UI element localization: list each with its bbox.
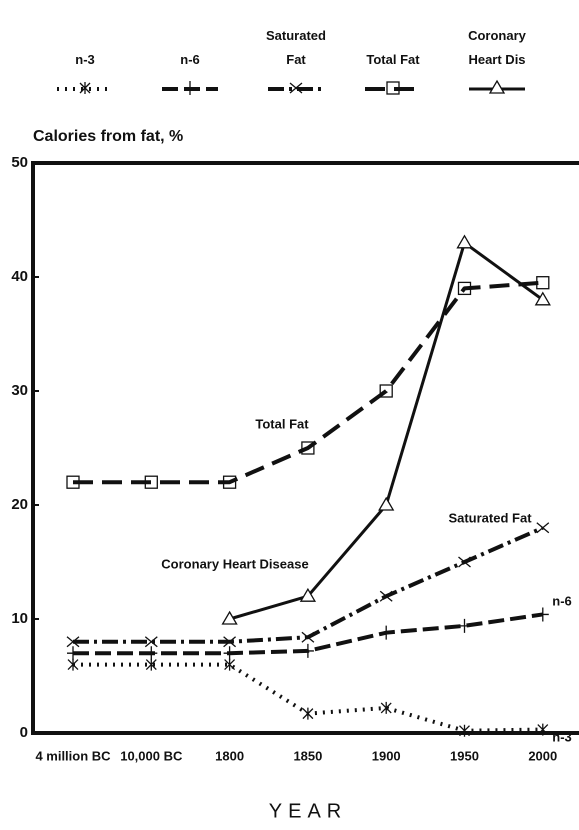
x-tick-label: 10,000 BC (120, 748, 183, 763)
marker (302, 707, 314, 720)
x-tick-label: 2000 (528, 748, 557, 763)
marker (380, 625, 393, 640)
y-tick-label: 10 (11, 610, 28, 627)
marker (289, 82, 303, 94)
legend-item: n-6 (150, 0, 230, 72)
marker (379, 590, 393, 602)
marker (380, 701, 392, 714)
marker (221, 610, 238, 625)
legend-item: Saturated Fat (256, 0, 336, 72)
marker (222, 475, 237, 489)
marker (534, 291, 551, 306)
marker (457, 281, 472, 296)
x-tick-label: 1950 (450, 748, 479, 763)
marker (456, 234, 473, 249)
marker (79, 82, 91, 94)
y-tick-label: 30 (11, 382, 28, 399)
legend-label: Saturated Fat (266, 28, 326, 67)
annotation: Coronary Heart Disease (161, 556, 308, 571)
marker (378, 496, 395, 511)
legend-label: n-3 (75, 52, 95, 67)
marker (299, 587, 317, 602)
marker (458, 618, 471, 633)
series-line (73, 280, 543, 485)
legend-marker (488, 79, 506, 94)
marker (145, 646, 158, 661)
x-tick-label: 4 million BC (35, 748, 111, 763)
legend-marker (289, 82, 303, 94)
marker (458, 556, 471, 568)
marker (301, 631, 315, 643)
y-axis-label: Calories from fat, % (33, 128, 183, 145)
x-tick-label: 1850 (293, 748, 322, 763)
legend-label: n-6 (180, 52, 200, 67)
marker (379, 384, 393, 398)
y-tick-label: 40 (11, 268, 28, 285)
marker (536, 607, 549, 622)
legend-label: Coronary Heart Dis (468, 28, 526, 67)
y-tick-label: 20 (11, 496, 28, 513)
marker (459, 724, 470, 737)
marker (66, 475, 80, 489)
marker (66, 636, 80, 648)
marker (536, 276, 550, 290)
marker (223, 646, 236, 661)
x-tick-label: 1800 (215, 748, 244, 763)
marker (145, 658, 157, 671)
annotation: n-3 (552, 729, 572, 744)
x-tick-label: 1900 (372, 748, 401, 763)
x-axis-label: YEAR (269, 800, 347, 822)
legend-item: Total Fat (353, 0, 433, 72)
y-tick-label: 0 (20, 724, 28, 741)
marker (144, 475, 158, 489)
marker (67, 646, 79, 661)
marker (301, 441, 315, 455)
marker (184, 81, 196, 95)
marker (223, 636, 237, 648)
legend-marker (184, 81, 196, 95)
marker (224, 658, 236, 671)
marker (536, 522, 550, 534)
marker (144, 636, 158, 648)
series-line (73, 662, 543, 733)
legend-marker (386, 81, 400, 95)
annotation: Saturated Fat (448, 510, 532, 525)
legend-label: Total Fat (366, 52, 420, 67)
y-tick-label: 50 (11, 154, 28, 171)
marker (67, 658, 79, 671)
annotation: Total Fat (255, 416, 309, 431)
marker (386, 81, 400, 95)
marker (537, 723, 549, 736)
legend-item: n-3 (45, 0, 125, 72)
marker (301, 643, 314, 658)
marker (488, 79, 506, 94)
annotation: n-6 (552, 593, 572, 608)
legend-item: Coronary Heart Dis (457, 0, 537, 72)
legend-marker (79, 82, 91, 94)
